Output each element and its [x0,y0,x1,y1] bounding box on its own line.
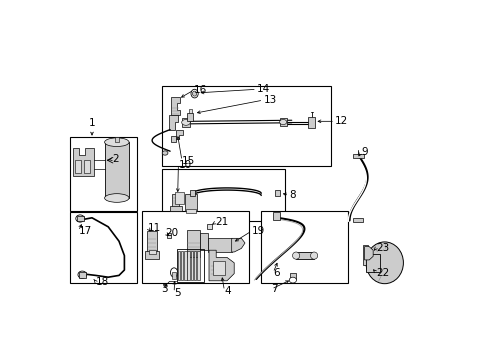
Bar [187,230,200,257]
Bar [171,136,175,142]
Bar [170,206,182,211]
Bar [147,231,157,252]
Text: 1: 1 [89,118,96,128]
Bar [162,169,285,221]
Text: 4: 4 [224,286,231,296]
Text: 14: 14 [257,84,270,94]
Polygon shape [209,250,234,281]
Bar [172,272,176,279]
Bar [176,249,204,282]
Polygon shape [176,130,183,139]
Ellipse shape [182,120,190,125]
Bar [71,137,137,211]
Bar [162,86,331,166]
Polygon shape [170,115,178,130]
Bar [181,251,183,280]
Text: 10: 10 [178,159,192,170]
Bar [172,194,179,209]
Polygon shape [73,148,94,176]
Ellipse shape [191,89,198,98]
Bar [115,137,119,142]
Text: 9: 9 [361,147,368,157]
Text: 13: 13 [263,95,277,105]
Polygon shape [365,247,373,260]
Bar [143,211,248,283]
Bar [353,218,363,222]
Bar [213,261,225,275]
Text: 22: 22 [376,268,390,278]
Bar [184,251,187,280]
Bar [84,160,90,173]
Bar [148,250,156,254]
Ellipse shape [293,252,300,259]
Bar [189,109,192,113]
Text: 3: 3 [162,284,168,294]
Bar [175,192,184,204]
Text: 8: 8 [289,190,296,200]
Text: 12: 12 [335,116,348,126]
Text: 15: 15 [182,156,195,166]
Ellipse shape [76,215,84,222]
Text: 6: 6 [273,268,280,278]
Polygon shape [171,97,180,115]
Text: 18: 18 [96,276,109,287]
Text: 20: 20 [165,228,178,238]
Bar [79,272,86,278]
Bar [207,224,212,229]
Bar [145,251,159,259]
Bar [186,209,196,213]
Text: 2: 2 [113,154,119,164]
Bar [200,233,208,250]
Bar [275,190,280,196]
Ellipse shape [162,151,168,155]
Ellipse shape [311,252,318,259]
Ellipse shape [289,277,296,283]
Bar [296,252,314,259]
Bar [194,251,196,280]
Text: 21: 21 [216,217,229,228]
Bar [261,211,347,283]
Polygon shape [232,238,245,252]
Bar [273,212,280,220]
Text: 23: 23 [376,243,390,253]
Bar [191,251,193,280]
Bar [76,216,84,221]
Text: 5: 5 [174,288,181,298]
Bar [104,142,129,198]
Bar [71,212,137,283]
Bar [366,254,380,272]
Text: 17: 17 [78,226,92,236]
Bar [290,273,296,279]
Bar [74,160,81,173]
Text: 16: 16 [194,85,207,95]
Ellipse shape [280,120,287,125]
Ellipse shape [78,271,87,278]
Bar [353,154,364,158]
Ellipse shape [366,242,403,284]
Bar [308,117,315,128]
Bar [197,251,199,280]
Bar [363,245,368,265]
Ellipse shape [104,194,129,202]
Text: 19: 19 [251,226,265,236]
Text: 7: 7 [271,284,278,294]
Text: 11: 11 [148,222,161,233]
Bar [178,251,180,280]
Bar [185,194,197,211]
Bar [182,118,190,127]
Bar [190,190,195,196]
Bar [187,113,193,121]
Ellipse shape [193,91,197,96]
Bar [187,251,190,280]
Bar [208,238,232,252]
Bar [167,233,171,238]
Ellipse shape [171,268,178,277]
Ellipse shape [104,138,129,147]
Bar [280,118,287,126]
